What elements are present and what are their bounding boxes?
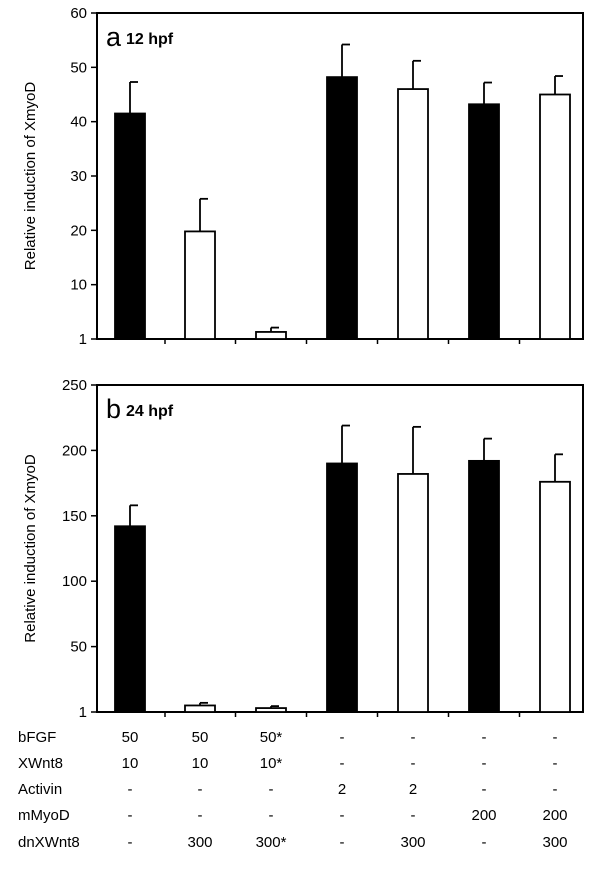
condition-cell-dnxwnt8-3: 300* — [255, 834, 287, 851]
condition-cell-xwnt8-5: - — [410, 755, 416, 772]
condition-cell-dnxwnt8-1: - — [127, 834, 133, 851]
condition-cell-xwnt8-7: - — [552, 755, 558, 772]
panel-b-letter: b — [106, 394, 121, 424]
condition-cell-xwnt8-3: 10* — [259, 755, 283, 772]
condition-cell-mmyod-1: - — [127, 807, 133, 824]
panel-a-y-tick-label-5: 50 — [70, 59, 87, 76]
condition-cell-activin-3: - — [268, 781, 274, 798]
condition-cell-activin-7: - — [552, 781, 558, 798]
condition-cell-xwnt8-4: - — [339, 755, 345, 772]
panel-b-y-tick-label-0: 1 — [79, 704, 87, 721]
panel-a-y-tick-label-2: 20 — [70, 222, 87, 239]
panel-a-bar-7 — [539, 93, 571, 340]
condition-cell-dnxwnt8-5: 300 — [400, 834, 426, 851]
panel-b-y-tick-label-4: 200 — [62, 442, 87, 459]
condition-cell-bfgf-4: - — [339, 729, 345, 746]
condition-cell-activin-6: - — [481, 781, 487, 798]
panel-b-bar-5 — [397, 473, 429, 713]
condition-cell-xwnt8-1: 10 — [121, 755, 139, 772]
panel-a-y-tick-label-3: 30 — [70, 168, 87, 185]
panel-a-y-tick-label-0: 1 — [79, 331, 87, 348]
condition-cell-mmyod-4: - — [339, 807, 345, 824]
condition-label-dnxwnt8: dnXWnt8 — [18, 834, 80, 851]
panel-b-y-tick-label-3: 150 — [62, 508, 87, 525]
condition-cell-bfgf-5: - — [410, 729, 416, 746]
panel-b-y-tick-label-5: 250 — [62, 377, 87, 394]
condition-cell-activin-5: 2 — [408, 781, 418, 798]
panel-a-bar-2 — [184, 230, 216, 340]
condition-cell-xwnt8-2: 10 — [191, 755, 209, 772]
condition-cell-bfgf-1: 50 — [121, 729, 139, 746]
condition-cell-xwnt8-6: - — [481, 755, 487, 772]
panel-b-y-axis-label: Relative induction of XmyoD — [22, 454, 39, 643]
panel-a-bar-6 — [468, 103, 500, 340]
panel-a-bar-4 — [326, 76, 358, 340]
panel-a-letter: a — [106, 22, 122, 52]
panel-b-y-tick-label-1: 50 — [70, 639, 87, 656]
condition-cell-activin-2: - — [197, 781, 203, 798]
condition-label-bfgf: bFGF — [18, 729, 57, 746]
condition-cell-mmyod-5: - — [410, 807, 416, 824]
condition-cell-mmyod-7: 200 — [542, 807, 568, 824]
panel-a-y-axis-label: Relative induction of XmyoD — [22, 82, 39, 271]
condition-cell-dnxwnt8-2: 300 — [187, 834, 213, 851]
condition-label-xwnt8: XWnt8 — [18, 755, 64, 772]
panel-b-bar-7 — [539, 480, 571, 713]
condition-cell-mmyod-2: - — [197, 807, 203, 824]
condition-cell-bfgf-7: - — [552, 729, 558, 746]
panel-a-title: 12 hpf — [126, 31, 174, 48]
condition-cell-bfgf-6: - — [481, 729, 487, 746]
condition-label-mmyod: mMyoD — [18, 807, 70, 824]
condition-cell-dnxwnt8-7: 300 — [542, 834, 568, 851]
panel-a-y-tick-label-1: 10 — [70, 277, 87, 294]
panel-b-title: 24 hpf — [126, 403, 174, 420]
panel-a-y-tick-label-4: 40 — [70, 114, 87, 131]
condition-cell-activin-1: - — [127, 781, 133, 798]
condition-cell-dnxwnt8-6: - — [481, 834, 487, 851]
condition-label-activin: Activin — [18, 781, 63, 798]
condition-cell-activin-4: 2 — [337, 781, 347, 798]
condition-cell-bfgf-3: 50* — [259, 729, 283, 746]
condition-cell-bfgf-2: 50 — [191, 729, 209, 746]
condition-cell-mmyod-3: - — [268, 807, 274, 824]
condition-cell-dnxwnt8-4: - — [339, 834, 345, 851]
condition-cell-mmyod-6: 200 — [471, 807, 497, 824]
panel-b-y-tick-label-2: 100 — [62, 573, 87, 590]
panel-a-y-tick-label-6: 60 — [70, 5, 87, 22]
